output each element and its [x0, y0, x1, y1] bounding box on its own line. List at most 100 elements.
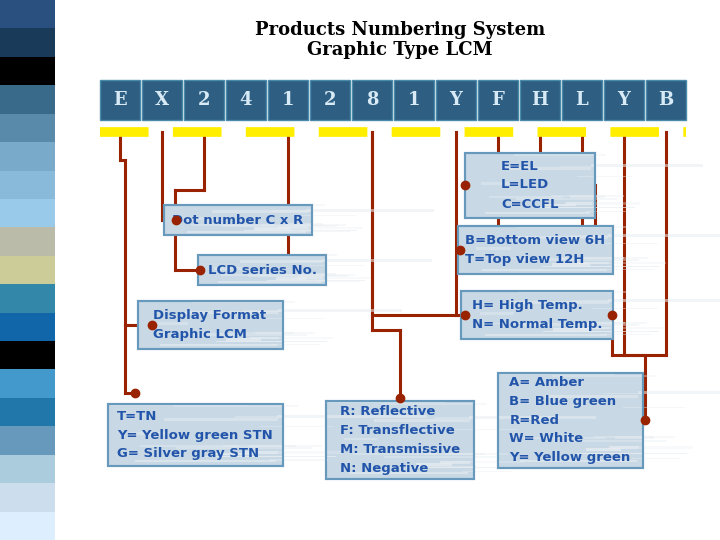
Bar [187, 231, 307, 233]
Bar [434, 417, 471, 419]
Bar [160, 344, 277, 346]
Bar [0, 199, 55, 227]
Bar [0, 29, 55, 57]
Bar [446, 453, 485, 455]
Bar [481, 183, 510, 185]
Bar [608, 299, 720, 302]
Text: 4: 4 [240, 91, 252, 109]
Bar [326, 401, 474, 479]
Bar [202, 456, 336, 457]
Text: 1: 1 [282, 91, 294, 109]
Bar [570, 195, 605, 198]
Bar [277, 415, 427, 418]
Bar [244, 230, 357, 231]
Bar [464, 291, 583, 293]
Bar [572, 300, 610, 302]
Bar [0, 313, 55, 341]
Bar [508, 167, 591, 170]
Bar [552, 266, 615, 267]
Bar [245, 451, 343, 454]
Text: Dot number C x R: Dot number C x R [172, 213, 304, 226]
Bar [591, 243, 658, 244]
Bar [485, 334, 607, 336]
Bar [198, 255, 326, 285]
Bar [271, 343, 320, 345]
Bar [329, 402, 445, 403]
Bar [592, 308, 658, 309]
Bar [524, 437, 606, 438]
Text: Display Format
Graphic LCM: Display Format Graphic LCM [153, 309, 266, 341]
Bar [107, 404, 282, 466]
Bar [107, 404, 282, 466]
Bar [0, 256, 55, 284]
Bar [0, 455, 55, 483]
Bar [300, 231, 351, 232]
Bar [322, 259, 432, 262]
Text: Graphic Type LCM: Graphic Type LCM [307, 41, 492, 59]
Bar [609, 446, 639, 449]
Bar [214, 267, 243, 270]
Bar [468, 153, 570, 154]
Bar [593, 436, 675, 438]
Bar [424, 453, 508, 455]
Bar [0, 85, 55, 114]
Bar [585, 448, 621, 451]
Bar [129, 433, 168, 435]
Bar [344, 437, 377, 441]
Text: L: L [575, 91, 588, 109]
Bar [142, 80, 182, 120]
Bar [353, 454, 437, 455]
Bar [638, 391, 720, 394]
Bar [278, 309, 402, 312]
Bar [255, 332, 294, 334]
Bar [382, 403, 487, 405]
Bar [516, 226, 626, 228]
Bar [544, 207, 597, 208]
Bar [240, 260, 323, 263]
Bar [0, 227, 55, 256]
Bar [0, 511, 55, 540]
Bar [222, 274, 294, 276]
Bar [164, 205, 312, 235]
Bar [156, 322, 188, 325]
Bar [0, 142, 55, 171]
Bar [485, 212, 590, 214]
Text: F: F [492, 91, 505, 109]
Bar [184, 311, 279, 314]
Bar [510, 301, 608, 304]
Bar [233, 332, 315, 334]
Bar [164, 418, 277, 421]
Bar [480, 313, 513, 315]
Bar [272, 210, 309, 212]
Bar [551, 195, 624, 197]
Bar [578, 327, 609, 329]
Bar [436, 80, 476, 120]
Bar [513, 153, 606, 156]
Bar [184, 80, 224, 120]
Bar [611, 447, 693, 449]
Bar [308, 265, 364, 266]
Bar [0, 0, 55, 29]
Bar [577, 176, 634, 177]
Bar [486, 258, 574, 259]
Bar [461, 226, 582, 227]
Bar [580, 327, 665, 329]
Bar [552, 263, 590, 266]
Bar [567, 202, 640, 205]
Bar [276, 277, 307, 280]
Bar [498, 373, 642, 468]
Bar [292, 215, 356, 217]
Bar [601, 334, 652, 335]
Bar [462, 471, 513, 472]
Bar [576, 453, 687, 454]
Text: 2: 2 [198, 91, 210, 109]
Bar [194, 334, 307, 336]
Bar [536, 207, 634, 208]
Bar [374, 420, 469, 422]
Bar [0, 369, 55, 398]
Bar [591, 164, 703, 167]
Bar [0, 426, 55, 455]
Bar [417, 467, 477, 468]
Bar [297, 276, 323, 279]
Bar [615, 436, 654, 438]
